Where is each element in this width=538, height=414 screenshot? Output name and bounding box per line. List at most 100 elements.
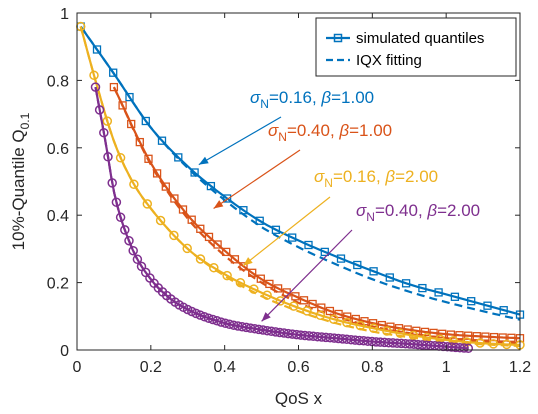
annotation-label-1: σN=0.16, β=1.00 [250, 88, 374, 111]
y-axis-label: 10%-Quantile Q0.1 [9, 112, 32, 250]
data-point-marker [412, 326, 421, 335]
data-point-marker [401, 279, 411, 288]
data-point-marker [395, 328, 405, 339]
annotation-arrowhead-1 [198, 156, 209, 165]
data-point-marker [90, 82, 101, 92]
data-point-marker [249, 284, 259, 294]
x-tick-label: 0.8 [361, 359, 383, 376]
data-point-marker [125, 92, 134, 102]
data-point-marker [129, 179, 139, 190]
data-point-marker [308, 299, 317, 309]
data-point-marker [488, 339, 499, 349]
data-point-marker [429, 328, 438, 338]
y-axis-label-main: 10%-Quantile Q [9, 129, 28, 250]
data-point-marker [288, 233, 297, 242]
annotation-arrow-3 [242, 196, 331, 267]
data-point-marker [420, 327, 430, 337]
data-point-marker [124, 235, 134, 246]
legend-marker-simulated [333, 33, 343, 43]
data-point-marker [199, 311, 210, 322]
data-point-marker [499, 306, 508, 315]
data-point-marker [208, 314, 218, 325]
y-tick-label: 1 [60, 6, 69, 23]
data-point-marker [92, 45, 102, 54]
annotation-text-part: σ [356, 201, 367, 220]
series-layer [75, 21, 525, 354]
data-point-marker [299, 296, 309, 305]
legend-box [315, 17, 517, 77]
annotation-arrowhead-3 [243, 257, 253, 266]
annotation-arrow-1 [198, 116, 282, 166]
y-axis-label-sub: 0.1 [18, 112, 32, 129]
annotation-label-2: σN=0.40, β=1.00 [268, 121, 392, 144]
annotation-text-part: β [426, 201, 437, 220]
data-point-marker [483, 301, 492, 310]
data-point-marker [204, 232, 214, 242]
data-point-marker [291, 292, 300, 301]
data-point-marker [155, 215, 166, 226]
series-4 [90, 82, 474, 354]
data-point-marker [191, 308, 201, 319]
y-tick-label: 0.2 [47, 276, 69, 293]
data-point-marker [248, 268, 257, 277]
annotation-text-part: β [338, 121, 349, 140]
legend-label-simulated: simulated quantiles [356, 30, 484, 47]
data-point-marker [271, 225, 281, 234]
data-point-marker [507, 333, 516, 342]
data-point-marker [178, 205, 188, 214]
series-2 [109, 82, 525, 345]
series-3-markers [75, 21, 525, 350]
data-point-marker [170, 194, 179, 203]
annotation-arrow-2 [213, 149, 301, 209]
data-point-marker [209, 262, 219, 273]
legend-label-fit: IQX fitting [356, 52, 422, 69]
data-point-marker [213, 240, 222, 249]
data-point-marker [182, 243, 192, 254]
data-point-marker [438, 329, 447, 338]
data-point-marker [142, 199, 153, 209]
axes-layer [76, 12, 521, 351]
data-point-marker [450, 292, 460, 301]
annotation-arrowhead-4 [261, 312, 271, 322]
data-point-marker [343, 312, 352, 321]
data-point-marker [120, 225, 130, 235]
series-1-simulated-line [79, 25, 521, 316]
data-point-marker [196, 224, 205, 233]
data-point-marker [220, 318, 231, 328]
annotation-text-part: N [366, 210, 375, 224]
annotation-text-part: =1.00 [331, 88, 374, 107]
y-tick-label: 0.8 [47, 73, 69, 90]
data-point-marker [262, 290, 272, 300]
data-point-marker [368, 323, 379, 334]
y-tick-label: 0.6 [47, 141, 69, 158]
data-point-marker [255, 216, 264, 225]
data-point-marker [353, 260, 362, 270]
data-point-marker [475, 338, 485, 348]
data-point-marker [128, 245, 138, 256]
data-point-marker [265, 279, 274, 289]
data-point-marker [157, 136, 167, 145]
annotation-text-part: =1.00 [349, 121, 392, 140]
data-point-marker [464, 331, 473, 340]
x-tick-label: 1 [442, 359, 451, 376]
data-point-marker [94, 105, 105, 115]
data-point-marker [434, 288, 443, 297]
data-point-marker [109, 82, 119, 92]
data-point-marker [99, 127, 109, 138]
data-point-marker [109, 68, 118, 77]
data-point-marker [368, 319, 378, 328]
data-point-marker [239, 262, 248, 271]
data-point-marker [385, 273, 394, 282]
annotation-text-part: σ [250, 88, 261, 107]
data-point-marker [256, 274, 265, 283]
annotation-text-part: =0.16, [333, 167, 385, 186]
data-point-marker [115, 153, 126, 163]
data-point-marker [418, 283, 427, 293]
series-3 [75, 21, 525, 350]
x-tick-label: 0 [73, 359, 82, 376]
data-point-marker [235, 277, 246, 288]
data-point-marker [152, 169, 162, 178]
data-point-marker [334, 309, 343, 319]
annotation-text-part: β [320, 88, 331, 107]
